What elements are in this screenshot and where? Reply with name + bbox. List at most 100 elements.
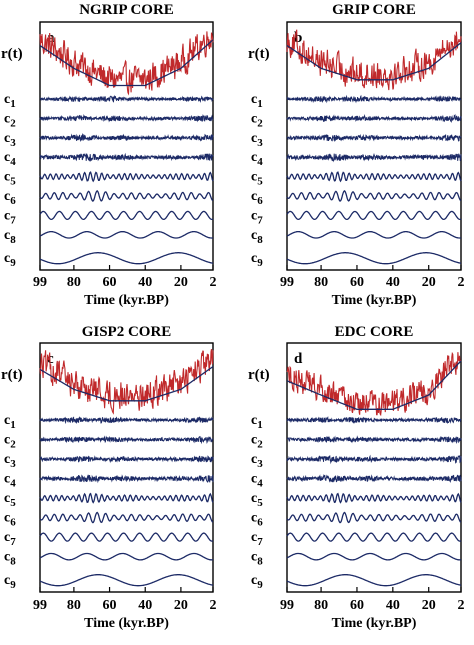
x-axis-label: Time (kyr.BP) xyxy=(84,616,169,631)
component-label: c9 xyxy=(251,573,263,591)
component-label: c4 xyxy=(251,472,263,490)
x-tick-label: 99 xyxy=(33,598,47,613)
component-series-line xyxy=(39,435,214,445)
component-label: c3 xyxy=(251,452,263,470)
x-tick-label: 40 xyxy=(386,275,400,290)
x-tick-label: 20 xyxy=(174,275,188,290)
component-series-line xyxy=(39,230,213,239)
component-index: 3 xyxy=(10,137,16,149)
component-series-line xyxy=(39,210,214,221)
component-label: c6 xyxy=(4,511,16,529)
component-series-line xyxy=(39,416,214,425)
x-tick-label: 60 xyxy=(350,598,364,613)
component-index: 4 xyxy=(10,156,16,168)
component-label: c4 xyxy=(4,150,16,168)
component-series-line xyxy=(39,113,214,123)
x-tick-label: 60 xyxy=(103,275,117,290)
component-label: c9 xyxy=(4,251,16,269)
component-series-line xyxy=(39,252,214,265)
x-tick-label: 80 xyxy=(314,275,328,290)
component-index: 8 xyxy=(257,556,263,568)
component-series-line xyxy=(286,532,462,542)
x-tick-label: 60 xyxy=(103,598,117,613)
component-label: c1 xyxy=(251,92,263,110)
component-series-line xyxy=(39,492,214,504)
trend-line xyxy=(39,39,214,87)
component-label: c5 xyxy=(251,170,263,188)
component-label: c3 xyxy=(4,131,16,149)
panel-title: GISP2 CORE xyxy=(82,324,172,340)
component-label: c5 xyxy=(4,170,16,188)
component-label: c6 xyxy=(4,189,16,207)
component-label: c9 xyxy=(251,251,263,269)
component-index: 7 xyxy=(10,214,16,226)
component-series-line xyxy=(39,552,213,561)
component-label: c4 xyxy=(4,472,16,490)
component-label: c8 xyxy=(251,550,263,568)
panel-title: GRIP CORE xyxy=(332,2,416,18)
component-series-line xyxy=(286,230,461,239)
component-label: c9 xyxy=(4,573,16,591)
component-series-line xyxy=(286,171,462,183)
component-series-line xyxy=(286,511,462,524)
component-label: c3 xyxy=(251,131,263,149)
component-series-line xyxy=(39,94,214,104)
x-tick-label: 40 xyxy=(386,598,400,613)
component-label: c7 xyxy=(4,530,16,548)
x-axis-label: Time (kyr.BP) xyxy=(332,616,417,631)
component-series-line xyxy=(39,152,214,162)
trend-line xyxy=(286,42,462,81)
component-index: 5 xyxy=(10,497,16,509)
x-tick-label: 40 xyxy=(138,598,152,613)
component-index: 1 xyxy=(257,98,263,110)
component-index: 2 xyxy=(257,117,263,129)
panel-title: EDC CORE xyxy=(335,324,414,340)
panel-title: NGRIP CORE xyxy=(79,2,174,18)
component-series-line xyxy=(39,132,214,142)
component-label: c5 xyxy=(4,491,16,509)
component-index: 7 xyxy=(10,536,16,548)
component-label: c1 xyxy=(4,413,16,431)
component-label: c7 xyxy=(251,208,263,226)
component-series-line xyxy=(39,532,214,542)
component-series-line xyxy=(286,210,462,221)
component-index: 3 xyxy=(257,137,263,149)
component-index: 8 xyxy=(10,556,16,568)
x-tick-label: 99 xyxy=(280,275,294,290)
component-label: c7 xyxy=(4,208,16,226)
component-index: 1 xyxy=(10,419,16,431)
plot-frame xyxy=(39,21,214,271)
component-series-line xyxy=(39,511,214,524)
component-label: c1 xyxy=(251,413,263,431)
signal-series-line xyxy=(39,348,214,415)
component-index: 7 xyxy=(257,536,263,548)
component-index: 6 xyxy=(10,195,16,207)
component-series-line xyxy=(39,455,214,464)
x-tick-label: 2 xyxy=(210,275,217,290)
component-index: 8 xyxy=(10,234,16,246)
x-tick-label: 80 xyxy=(314,598,328,613)
component-index: 5 xyxy=(10,176,16,188)
component-index: 5 xyxy=(257,176,263,188)
component-series-line xyxy=(39,171,214,183)
signal-series-line xyxy=(286,29,462,91)
component-index: 2 xyxy=(10,117,16,129)
component-index: 1 xyxy=(10,98,16,110)
component-index: 5 xyxy=(257,497,263,509)
component-series-line xyxy=(286,492,462,504)
component-index: 6 xyxy=(257,517,263,529)
component-series-line xyxy=(286,190,462,202)
component-label: c2 xyxy=(251,433,263,451)
x-tick-label: 2 xyxy=(458,275,465,290)
plot-frame xyxy=(39,342,214,593)
x-tick-label: 80 xyxy=(67,275,81,290)
x-tick-label: 99 xyxy=(280,598,294,613)
component-label: c1 xyxy=(4,92,16,110)
component-series-line xyxy=(39,190,214,202)
component-index: 6 xyxy=(10,517,16,529)
signal-label: r(t) xyxy=(1,367,23,383)
component-series-line xyxy=(286,435,462,445)
component-series-line xyxy=(286,94,462,104)
component-label: c8 xyxy=(4,228,16,246)
